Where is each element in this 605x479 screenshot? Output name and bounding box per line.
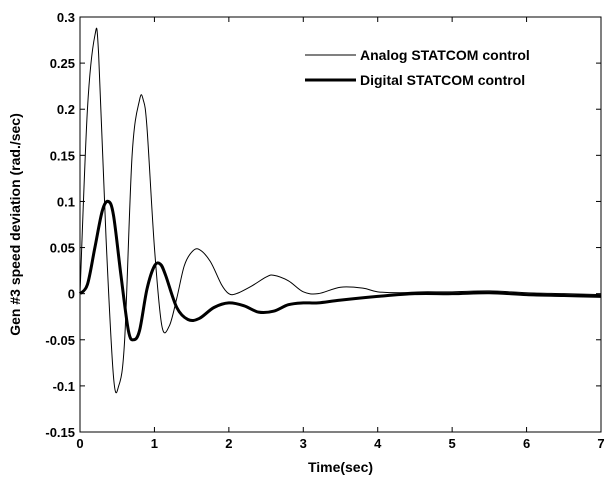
x-tick-label: 4 — [374, 436, 382, 451]
ticks-layer: 0 1 2 3 4 5 6 7 -0.15 -0.1 -0.05 0 0.05 0.1 0.15 0.2 0.2… — [45, 10, 604, 451]
x-tick-label: 3 — [300, 436, 307, 451]
y-tick-label: 0.3 — [57, 10, 75, 25]
y-tick-label: 0.25 — [50, 56, 75, 71]
legend-label-digital: Digital STATCOM control — [360, 72, 525, 88]
x-tick-label: 7 — [597, 436, 604, 451]
plot-area — [79, 16, 602, 433]
x-tick-label: 5 — [449, 436, 456, 451]
x-axis-label: Time(sec) — [308, 459, 373, 475]
y-tick-label: 0.2 — [57, 102, 75, 117]
y-axis-label: Gen #3 speed deviation (rad./sec) — [7, 113, 23, 336]
legend: Analog STATCOM control Digital STATCOM c… — [305, 47, 530, 88]
series-layer — [78, 27, 602, 394]
x-tick-label: 0 — [76, 436, 83, 451]
y-tick-label: 0.05 — [50, 241, 75, 256]
plot-frame — [79, 16, 602, 433]
x-tick-label: 6 — [523, 436, 530, 451]
y-tick-label: -0.1 — [53, 379, 75, 394]
y-tick-label: -0.05 — [45, 333, 75, 348]
y-tick-label: 0 — [68, 287, 75, 302]
series-line-analog — [79, 27, 602, 394]
x-tick-label: 1 — [151, 436, 158, 451]
y-tick-label: -0.15 — [45, 425, 75, 440]
x-tick-label: 2 — [225, 436, 232, 451]
y-tick-label: 0.15 — [50, 148, 75, 163]
series-line-digital — [78, 199, 602, 342]
y-tick-label: 0.1 — [57, 194, 75, 209]
legend-label-analog: Analog STATCOM control — [360, 47, 530, 63]
